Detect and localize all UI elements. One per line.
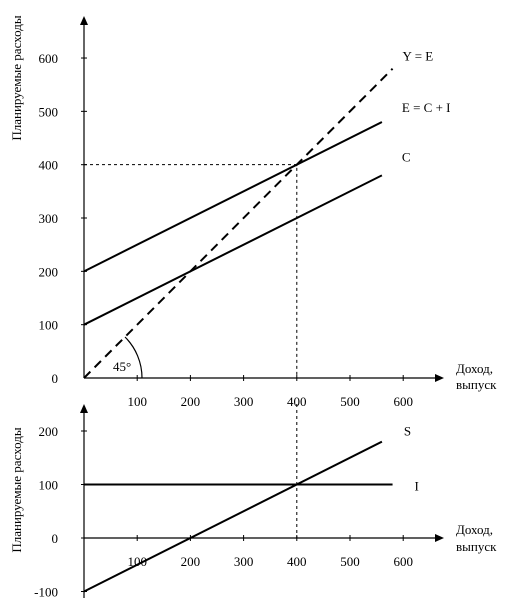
lower-chart: Планируемые расходы Доход, выпуск 100 200… bbox=[9, 404, 497, 600]
lower-x-tick-label: 500 bbox=[340, 554, 360, 569]
lower-x-axis-label-line-2: выпуск bbox=[456, 539, 497, 554]
upper-x-axis-arrow bbox=[435, 374, 444, 382]
upper-y-tick-label: 300 bbox=[39, 211, 59, 226]
upper-series-line bbox=[83, 67, 394, 379]
lower-series-label: S bbox=[404, 424, 411, 439]
lower-x-tick-label: 300 bbox=[234, 554, 254, 569]
upper-x-tick-label: 100 bbox=[127, 394, 147, 409]
lower-series-line bbox=[83, 440, 383, 593]
upper-x-tick-label: 500 bbox=[340, 394, 360, 409]
lower-y-tick-label: 100 bbox=[39, 478, 59, 493]
lower-x-tick-label: 400 bbox=[287, 554, 307, 569]
upper-y-tick-label: 500 bbox=[39, 104, 59, 119]
upper-x-axis-label: Доход, выпуск bbox=[456, 361, 497, 392]
lower-x-tick-label: 100 bbox=[127, 554, 147, 569]
upper-y-tick-label: 200 bbox=[39, 264, 59, 279]
upper-x-axis-label-line-1: Доход, bbox=[456, 361, 493, 376]
lower-x-axis-label-line-1: Доход, bbox=[456, 522, 493, 537]
lower-x-tick-label: 200 bbox=[181, 554, 201, 569]
lower-x-axis-label: Доход, выпуск bbox=[456, 522, 497, 554]
upper-x-tick-label: 400 bbox=[287, 394, 307, 409]
upper-x-tick-label: 300 bbox=[234, 394, 254, 409]
upper-y-tick-label: 100 bbox=[39, 318, 59, 333]
upper-y-axis-label: Планируемые расходы bbox=[9, 15, 24, 141]
upper-series-label: C bbox=[402, 149, 411, 164]
lower-y-tick-label: 0 bbox=[52, 531, 59, 546]
upper-series-label: Y = E bbox=[403, 49, 434, 64]
upper-y-tick-label: 400 bbox=[39, 158, 59, 173]
lower-x-axis-arrow bbox=[435, 534, 444, 542]
upper-series-label: E = C + I bbox=[402, 100, 451, 115]
upper-series-line bbox=[83, 121, 383, 273]
lower-y-axis-arrow bbox=[80, 404, 88, 413]
lower-x-tick-label: 600 bbox=[393, 554, 413, 569]
lower-y-tick-label: 200 bbox=[39, 424, 59, 439]
upper-chart: Планируемые расходы Доход, выпуск 100 200… bbox=[9, 15, 497, 409]
lower-series-label: I bbox=[415, 479, 419, 494]
upper-angle-label: 45° bbox=[113, 359, 131, 374]
upper-series-line bbox=[83, 174, 383, 326]
upper-x-tick-label: 600 bbox=[393, 394, 413, 409]
upper-angle-arc bbox=[124, 336, 143, 379]
upper-x-axis-label-line-2: выпуск bbox=[456, 377, 497, 392]
upper-x-tick-label: 200 bbox=[181, 394, 201, 409]
upper-y-tick-label: 0 bbox=[52, 371, 59, 386]
upper-y-tick-label: 600 bbox=[39, 51, 59, 66]
upper-y-axis-arrow bbox=[80, 16, 88, 25]
lower-y-axis-label: Планируемые расходы bbox=[9, 427, 24, 553]
lower-y-tick-label: -100 bbox=[34, 585, 58, 600]
